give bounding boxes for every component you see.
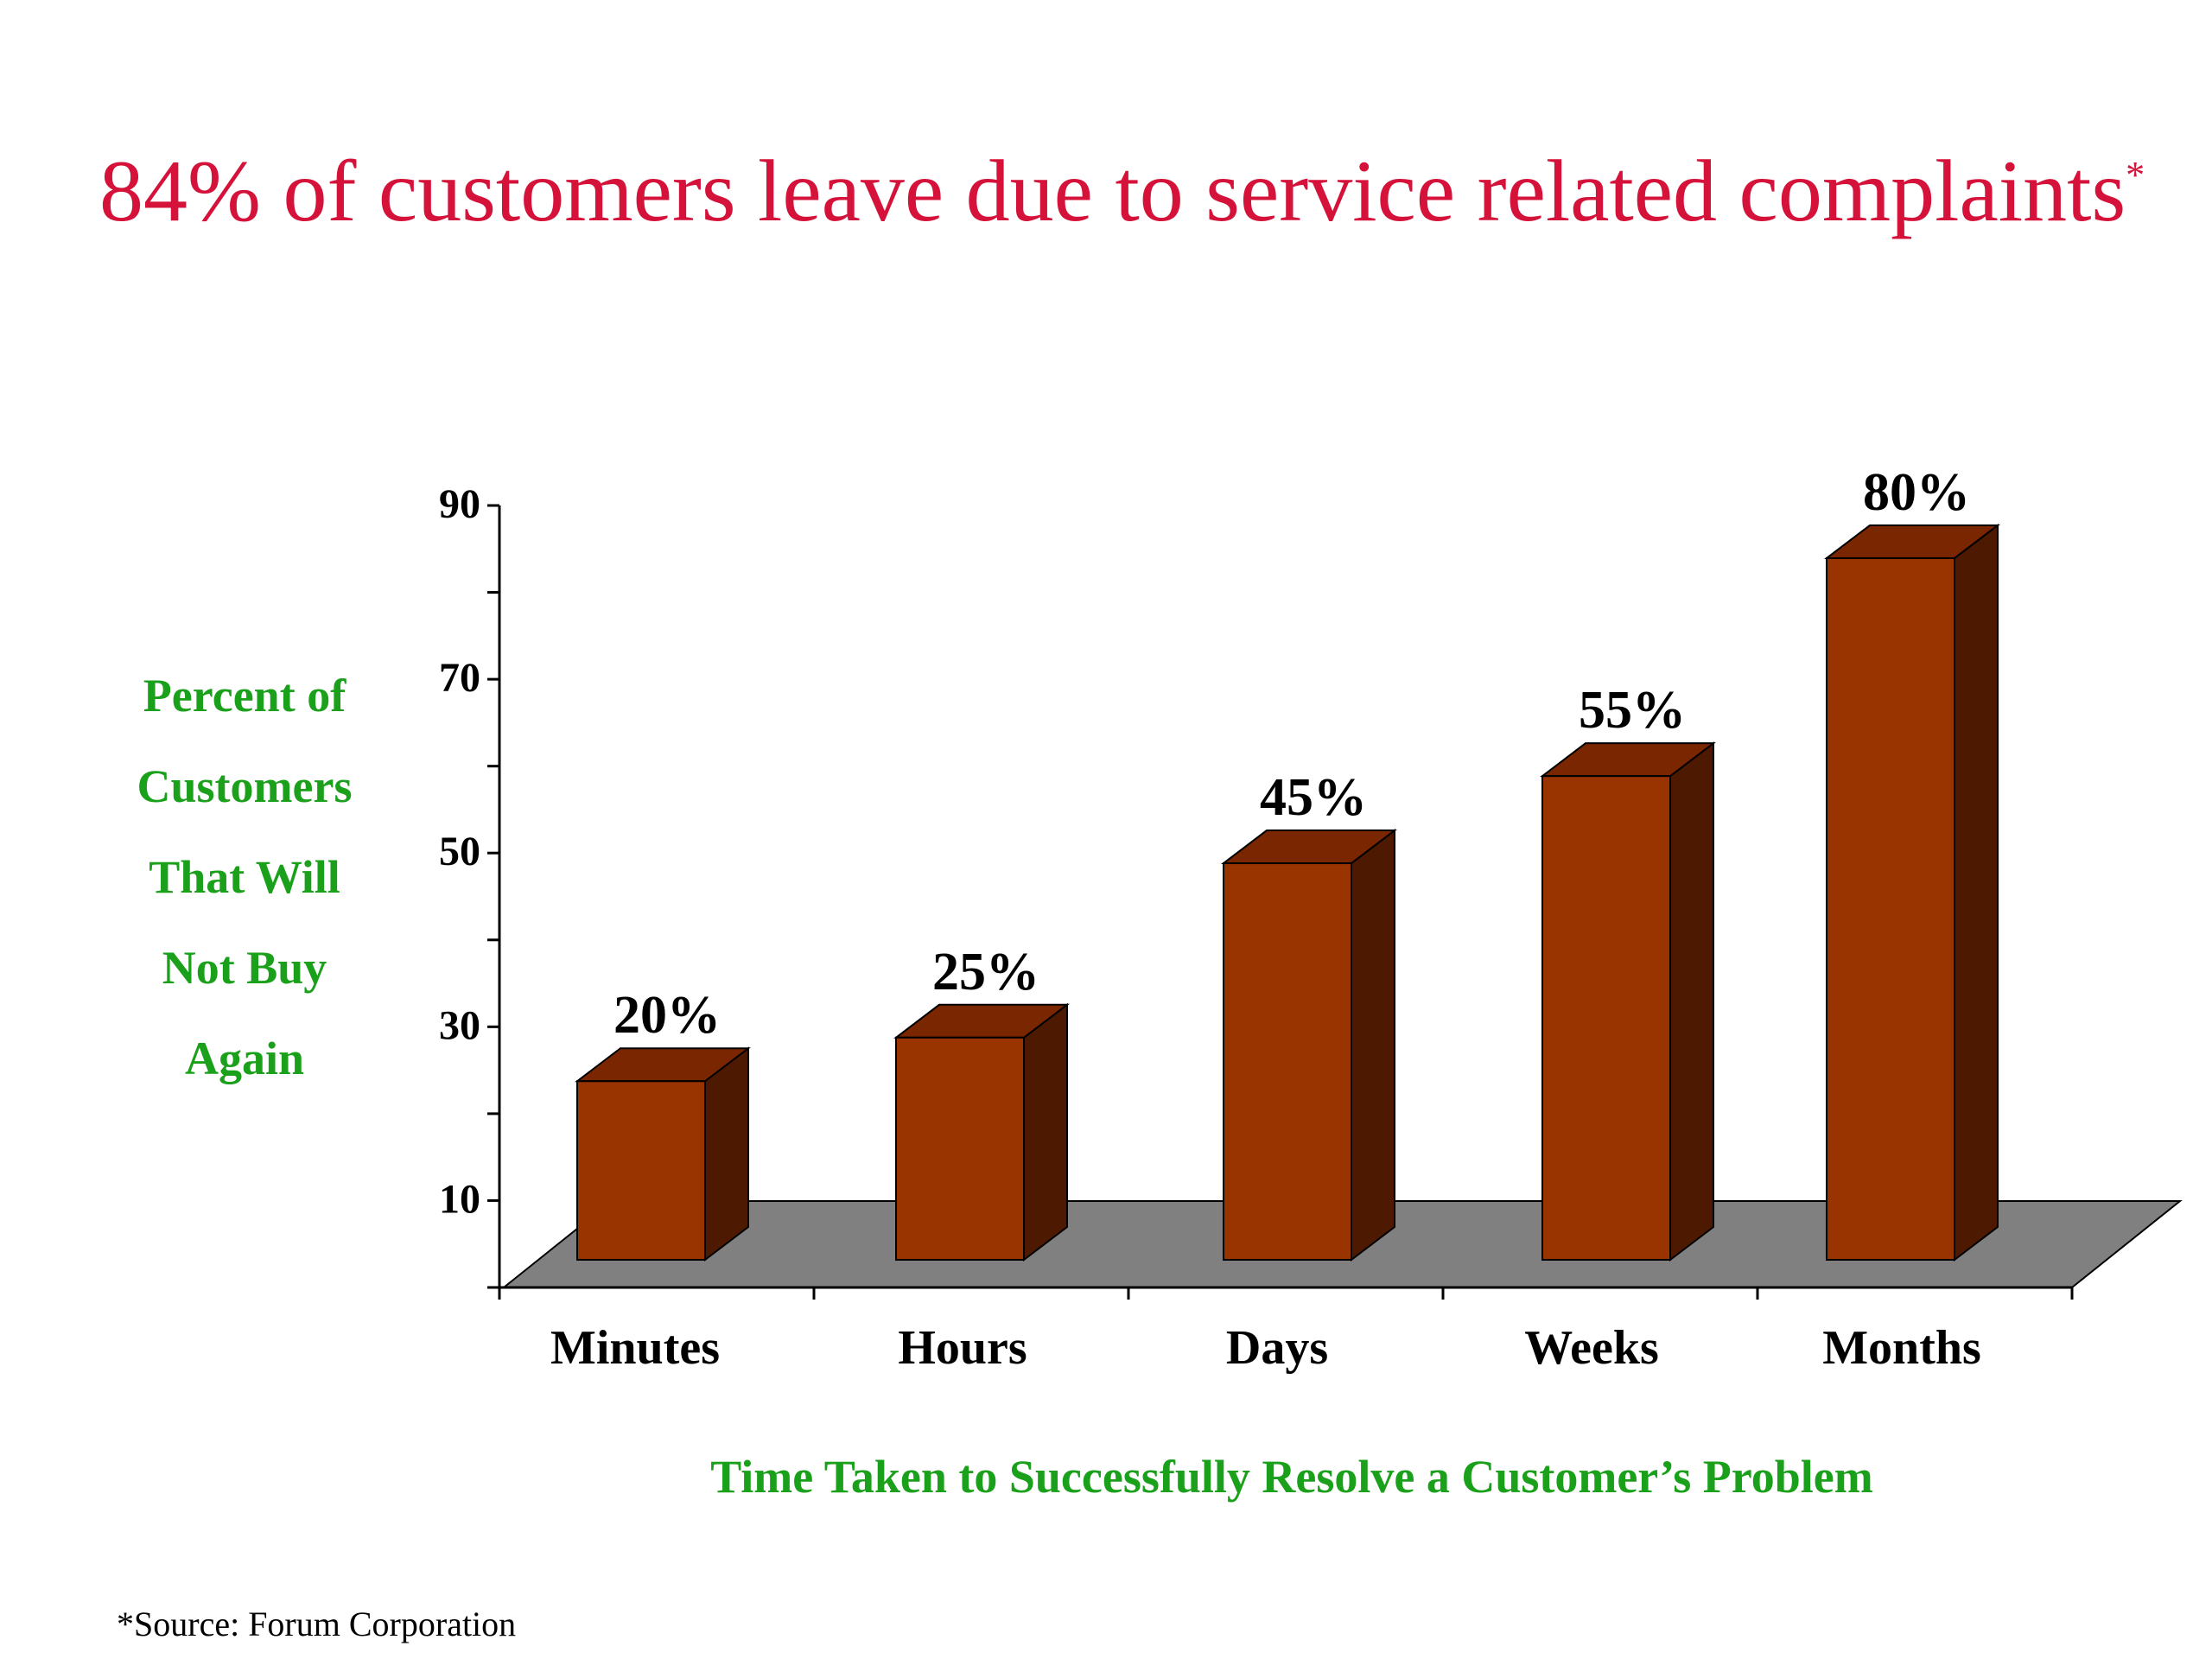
slide-title: 84% of customers leave due to service re…	[99, 143, 2145, 240]
category-label: Weeks	[1524, 1321, 1659, 1375]
category-label: Months	[1822, 1321, 1981, 1375]
chart-bars	[575, 523, 2000, 1262]
category-label: Days	[1226, 1321, 1328, 1375]
category-label: Minutes	[550, 1321, 720, 1375]
bar-weeks	[1540, 741, 1716, 1262]
y-tick-label: 70	[439, 655, 480, 701]
y-tick-label: 30	[439, 1002, 480, 1048]
category-label: Hours	[898, 1321, 1027, 1375]
chart-title: 84% of customers leave due to service re…	[99, 143, 2145, 240]
source-note: *Source: Forum Corporation	[117, 1605, 516, 1643]
y-axis-title-line: Not Buy	[162, 942, 327, 994]
chart-title-marker: *	[2126, 154, 2145, 196]
data-label: 55%	[1579, 681, 1686, 740]
data-label: 20%	[613, 986, 721, 1045]
bar-side	[704, 1046, 749, 1262]
y-axis-title-line: Percent of	[143, 670, 346, 721]
bar-hours	[893, 1002, 1070, 1262]
bar-front	[1541, 775, 1671, 1261]
y-axis-title: Percent of Customers That Will Not Buy Again	[137, 670, 353, 1084]
bar-side	[1351, 829, 1395, 1262]
bar-front	[1223, 862, 1352, 1261]
y-axis-title-line: That Will	[149, 851, 340, 903]
chart-title-text: 84% of customers leave due to service re…	[99, 143, 2126, 240]
bar-front	[895, 1036, 1025, 1262]
bar-days	[1221, 829, 1397, 1262]
y-tick-label: 50	[439, 829, 480, 874]
bar-side	[1669, 741, 1714, 1262]
bar-side	[1954, 523, 1999, 1262]
bar-minutes	[575, 1046, 751, 1262]
data-label: 25%	[932, 943, 1039, 1001]
data-label: 45%	[1260, 768, 1367, 827]
y-axis-title-line: Again	[185, 1033, 304, 1084]
bar-front	[1826, 556, 1955, 1261]
data-label: 80%	[1863, 463, 1970, 522]
y-axis-title-line: Customers	[137, 760, 353, 812]
chart-axes: 10 30 50 70 90	[439, 481, 2074, 1300]
y-tick-label: 90	[439, 481, 480, 527]
bar-side	[1023, 1002, 1068, 1262]
y-tick-label: 10	[439, 1176, 480, 1222]
chart-labels: 20% Minutes 25% Hours 45% Days 55% Weeks 80% Mont…	[550, 463, 1981, 1375]
x-axis-title: Time Taken to Successfully Resolve a Cus…	[710, 1451, 1872, 1503]
bar-months	[1824, 523, 2000, 1262]
bar-front	[576, 1080, 706, 1261]
